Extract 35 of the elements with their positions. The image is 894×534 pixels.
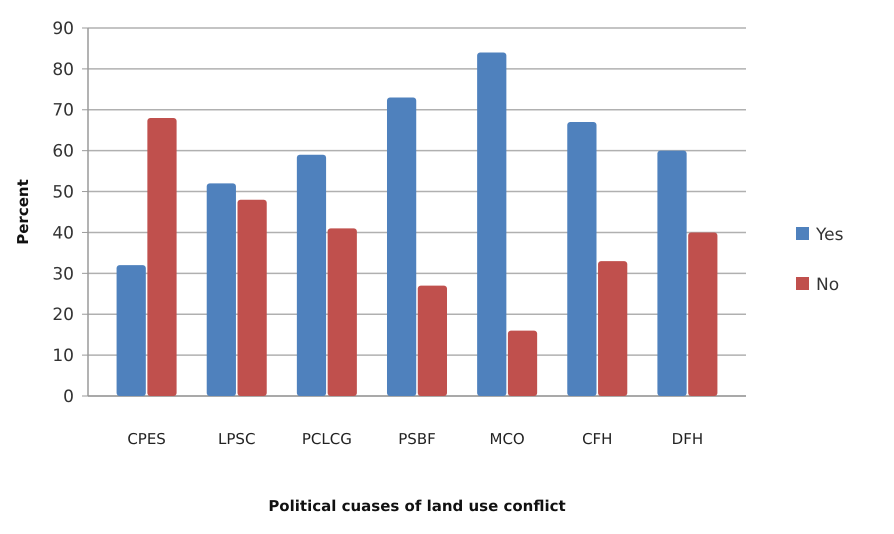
x-tick-label: CFH — [582, 430, 612, 448]
y-tick-label: 50 — [52, 182, 74, 203]
bar — [657, 150, 687, 396]
x-tick-label: CPES — [127, 430, 166, 448]
bar — [567, 122, 597, 396]
y-tick-label: 20 — [52, 305, 74, 326]
x-tick-label: MCO — [490, 430, 525, 448]
y-tick-label: 60 — [52, 142, 74, 162]
bar — [477, 52, 506, 396]
y-tick-label: 40 — [52, 223, 74, 244]
y-tick-label: 10 — [52, 346, 74, 366]
bar — [237, 200, 267, 396]
y-tick-label: 0 — [63, 386, 74, 407]
x-tick-label: PSBF — [398, 430, 436, 448]
bar — [296, 154, 326, 396]
y-tick-label: 80 — [52, 60, 74, 80]
x-tick-label: DFH — [672, 430, 704, 448]
bar — [598, 261, 628, 396]
bar — [328, 228, 357, 396]
x-tick-label: PCLCG — [302, 430, 352, 448]
y-tick-label: 70 — [52, 100, 74, 121]
bar — [386, 98, 416, 396]
y-axis-title: Percent — [14, 179, 32, 245]
bar — [206, 183, 236, 396]
x-axis-title: Political cuases of land use conflict — [268, 497, 566, 515]
bar — [116, 265, 146, 396]
bar — [147, 118, 177, 396]
legend-label: Yes — [815, 224, 844, 245]
y-tick-label: 30 — [52, 264, 74, 284]
y-tick-label: 90 — [52, 18, 74, 39]
x-tick-label: LPSC — [218, 430, 256, 448]
bar — [508, 330, 538, 396]
legend-label: No — [816, 274, 840, 295]
bar — [418, 286, 448, 396]
bar — [688, 232, 718, 396]
